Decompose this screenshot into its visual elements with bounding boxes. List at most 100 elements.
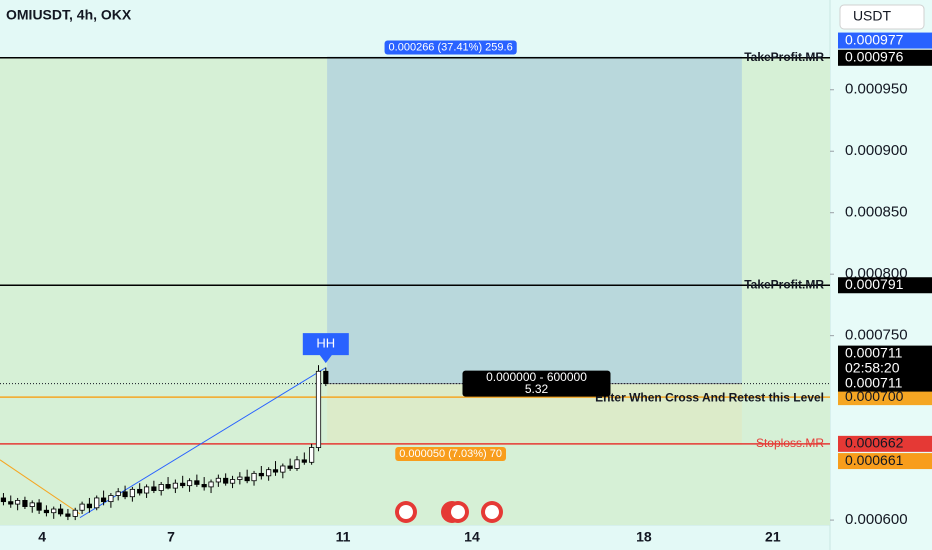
candle-body bbox=[65, 513, 71, 517]
target-label-box bbox=[384, 40, 517, 55]
candle-body bbox=[223, 477, 229, 484]
profit-zone bbox=[327, 56, 742, 384]
level-price: 0.000791 bbox=[845, 276, 904, 292]
candle-body bbox=[43, 509, 50, 514]
info-box bbox=[462, 370, 611, 397]
plot: TakeProfit.MR TakeProfit.MR Enter When Cro… bbox=[0, 40, 830, 525]
level-price-box bbox=[838, 435, 932, 452]
level-label: Enter When Cross And Retest this Level bbox=[595, 390, 824, 404]
candle-body bbox=[165, 484, 171, 489]
candle-body bbox=[323, 370, 329, 385]
x-tick-label: 11 bbox=[336, 529, 351, 545]
candle-body bbox=[143, 486, 150, 494]
candle-body bbox=[72, 509, 78, 517]
target-price-box bbox=[838, 32, 932, 49]
candle-body bbox=[237, 476, 243, 480]
stop-label-box bbox=[395, 446, 507, 461]
candle-body bbox=[215, 477, 221, 483]
candle-body bbox=[287, 465, 293, 469]
candle-body bbox=[94, 497, 100, 509]
candle-body bbox=[309, 447, 315, 463]
info-text: 0.000000 - 600000 bbox=[486, 370, 587, 384]
candle-body bbox=[129, 488, 135, 498]
target-price: 0.000977 bbox=[845, 31, 904, 47]
currency-label[interactable]: USDT bbox=[853, 8, 892, 24]
y-tick-label: 0.000850 bbox=[845, 204, 908, 221]
x-tick-label: 18 bbox=[636, 529, 652, 545]
candle-body bbox=[301, 459, 307, 463]
annotation-marker bbox=[302, 333, 349, 364]
trendline bbox=[0, 459, 81, 515]
candle-body bbox=[51, 508, 57, 514]
level-price: 0.000976 bbox=[845, 48, 904, 64]
candle-body bbox=[36, 502, 42, 511]
y-tick-label: 0.000950 bbox=[845, 81, 908, 98]
candle-body bbox=[294, 459, 300, 469]
trendline bbox=[79, 367, 327, 519]
candle-body bbox=[29, 502, 35, 507]
event-icon-inner bbox=[399, 505, 413, 519]
annotation-text: HH bbox=[316, 336, 335, 351]
candle-body bbox=[315, 370, 322, 448]
x-tick-label: 7 bbox=[167, 529, 175, 545]
candle-body bbox=[266, 469, 272, 477]
chart-title: OMIUSDT, 4h, OKX bbox=[6, 7, 132, 23]
countdown: 02:58:20 bbox=[845, 359, 900, 375]
x-tick-label: 21 bbox=[765, 529, 781, 545]
entry-price-box bbox=[838, 375, 932, 392]
candle-body bbox=[122, 491, 128, 498]
candle-body bbox=[100, 497, 107, 503]
last-price-box bbox=[838, 345, 932, 377]
level-price-box bbox=[838, 277, 932, 294]
candle-body bbox=[115, 491, 121, 496]
candle-body bbox=[208, 481, 214, 488]
candle-body bbox=[86, 503, 92, 509]
stop-price: 0.000661 bbox=[845, 452, 904, 468]
event-icons bbox=[395, 501, 503, 523]
candle-body bbox=[137, 488, 143, 494]
level-price-box bbox=[838, 49, 932, 66]
level-label: Stoploss.MR bbox=[756, 436, 824, 450]
candle-body bbox=[258, 472, 264, 477]
x-tick-label: 4 bbox=[38, 529, 46, 545]
level-price-box bbox=[838, 389, 932, 406]
candle-body bbox=[0, 497, 7, 503]
entry-price: 0.000711 bbox=[845, 374, 903, 390]
y-tick-label: 0.000750 bbox=[845, 327, 908, 344]
candle-body bbox=[8, 501, 14, 505]
candle-body bbox=[108, 495, 114, 503]
event-icon-inner bbox=[451, 505, 465, 519]
last-price: 0.000711 bbox=[845, 344, 903, 360]
level-price: 0.000700 bbox=[845, 388, 904, 404]
candle-body bbox=[201, 484, 207, 488]
stop-price-box bbox=[838, 453, 932, 470]
candle-body bbox=[79, 503, 85, 511]
candle-body bbox=[180, 482, 186, 487]
candle-body bbox=[186, 480, 193, 487]
candle-body bbox=[58, 508, 64, 515]
candle-body bbox=[151, 486, 157, 491]
candle-body bbox=[158, 484, 164, 491]
level-price: 0.000662 bbox=[845, 435, 904, 451]
y-tick-label: 0.000600 bbox=[845, 511, 908, 528]
candle-body bbox=[194, 480, 200, 485]
level-label: TakeProfit.MR bbox=[744, 277, 824, 291]
x-tick-label: 14 bbox=[464, 529, 480, 545]
info-text: 5.32 bbox=[525, 382, 549, 396]
candle-body bbox=[229, 479, 236, 484]
candle-body bbox=[172, 482, 178, 489]
y-tick-label: 0.000900 bbox=[845, 142, 908, 159]
candle-body bbox=[15, 500, 21, 505]
candle-body bbox=[244, 476, 250, 482]
event-icon-inner bbox=[485, 505, 499, 519]
currency-button[interactable] bbox=[839, 4, 925, 30]
candle-body bbox=[251, 472, 257, 482]
candle-body bbox=[272, 469, 279, 473]
target-label: 0.000266 (37.41%) 259.6 bbox=[389, 41, 513, 53]
stop-label: 0.000050 (7.03%) 70 bbox=[399, 448, 502, 460]
candle-body bbox=[280, 465, 286, 473]
level-label: TakeProfit.MR bbox=[744, 50, 824, 64]
candle-body bbox=[22, 500, 28, 507]
